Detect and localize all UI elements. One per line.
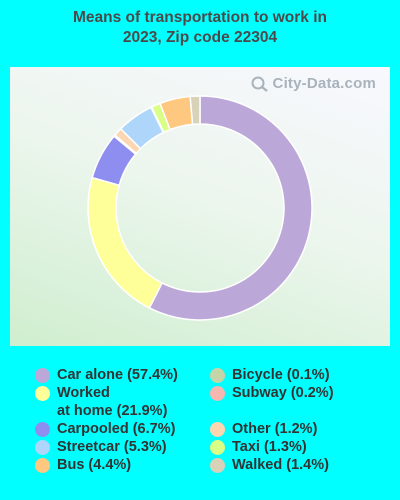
legend-label: Subway (0.2%) — [232, 385, 334, 401]
magnifier-icon — [251, 76, 268, 92]
legend-label: Other (1.2%) — [232, 421, 318, 437]
legend-item-worked-at-home: Worked at home (21.9%) — [35, 384, 167, 420]
legend-label: Carpooled (6.7%) — [57, 421, 176, 437]
legend-swatch — [210, 368, 225, 383]
legend-swatch — [210, 458, 225, 473]
legend-swatch — [210, 440, 225, 455]
legend-item-carpooled: Carpooled (6.7%) — [35, 420, 175, 438]
chart-title-line-1: Means of transportation to work in — [72, 9, 328, 26]
legend-swatch — [35, 368, 50, 383]
watermark: City-Data.com — [249, 75, 376, 92]
legend-item-car-alone: Car alone (57.4%) — [35, 366, 178, 384]
legend: Car alone (57.4%) Worked at home (21.9%) C… — [0, 366, 400, 486]
watermark-text: City-Data.com — [272, 75, 376, 92]
legend-item-walked: Walked (1.4%) — [210, 456, 329, 474]
donut-slice-car-alone — [148, 95, 313, 321]
legend-item-streetcar: Streetcar (5.3%) — [35, 438, 167, 456]
legend-item-other: Other (1.2%) — [210, 420, 317, 438]
chart-title-line-2: 2023, Zip code 22304 — [122, 29, 278, 46]
legend-swatch — [210, 386, 225, 401]
plot-area: City-Data.com — [10, 67, 390, 346]
legend-label: Car alone (57.4%) — [57, 367, 178, 383]
legend-swatch — [35, 386, 50, 401]
legend-swatch — [35, 440, 50, 455]
legend-swatch — [210, 422, 225, 437]
legend-item-bus: Bus (4.4%) — [35, 456, 131, 474]
donut-slice-walked — [189, 95, 201, 126]
legend-swatch — [35, 422, 50, 437]
donut-chart — [87, 95, 313, 321]
legend-label: Walked (1.4%) — [232, 457, 329, 473]
legend-label: Bus (4.4%) — [57, 457, 132, 473]
legend-label: Worked at home (21.9%) — [57, 385, 168, 419]
legend-label: Streetcar (5.3%) — [57, 439, 167, 455]
legend-label: Taxi (1.3%) — [232, 439, 307, 455]
legend-item-taxi: Taxi (1.3%) — [210, 438, 307, 456]
legend-item-bicycle: Bicycle (0.1%) — [210, 366, 330, 384]
legend-swatch — [35, 458, 50, 473]
donut-slice-worked-at-home — [87, 176, 164, 309]
legend-label: Bicycle (0.1%) — [232, 367, 330, 383]
legend-item-subway: Subway (0.2%) — [210, 384, 334, 402]
chart-title: Means of transportation to work in 2023,… — [0, 8, 400, 48]
